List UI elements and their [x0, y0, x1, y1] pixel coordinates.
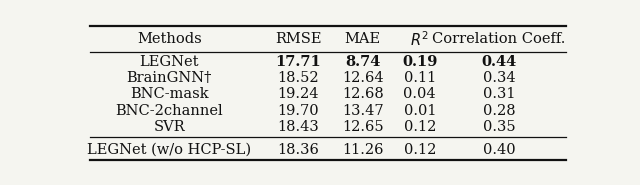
- Text: 0.40: 0.40: [483, 143, 515, 157]
- Text: BrainGNN†: BrainGNN†: [127, 71, 212, 85]
- Text: 17.71: 17.71: [275, 55, 321, 69]
- Text: 13.47: 13.47: [342, 104, 383, 118]
- Text: Methods: Methods: [137, 32, 202, 46]
- Text: 11.26: 11.26: [342, 143, 383, 157]
- Text: $R^2$: $R^2$: [410, 30, 429, 49]
- Text: 12.65: 12.65: [342, 120, 383, 134]
- Text: LEGNet: LEGNet: [140, 55, 199, 69]
- Text: 0.31: 0.31: [483, 88, 515, 101]
- Text: 0.34: 0.34: [483, 71, 515, 85]
- Text: 0.11: 0.11: [404, 71, 436, 85]
- Text: 0.12: 0.12: [404, 143, 436, 157]
- Text: BNC-2channel: BNC-2channel: [115, 104, 223, 118]
- Text: 18.52: 18.52: [277, 71, 319, 85]
- Text: Correlation Coeff.: Correlation Coeff.: [433, 32, 566, 46]
- Text: 8.74: 8.74: [345, 55, 380, 69]
- Text: 19.70: 19.70: [277, 104, 319, 118]
- Text: 0.35: 0.35: [483, 120, 515, 134]
- Text: SVR: SVR: [154, 120, 185, 134]
- Text: LEGNet (w/o HCP-SL): LEGNet (w/o HCP-SL): [87, 143, 252, 157]
- Text: 18.36: 18.36: [277, 143, 319, 157]
- Text: 19.24: 19.24: [278, 88, 319, 101]
- Text: 12.68: 12.68: [342, 88, 383, 101]
- Text: 18.43: 18.43: [277, 120, 319, 134]
- Text: BNC-mask: BNC-mask: [130, 88, 209, 101]
- Text: 0.19: 0.19: [402, 55, 438, 69]
- Text: 12.64: 12.64: [342, 71, 383, 85]
- Text: 0.01: 0.01: [403, 104, 436, 118]
- Text: 0.12: 0.12: [404, 120, 436, 134]
- Text: 0.28: 0.28: [483, 104, 515, 118]
- Text: RMSE: RMSE: [275, 32, 321, 46]
- Text: 0.04: 0.04: [403, 88, 436, 101]
- Text: MAE: MAE: [345, 32, 381, 46]
- Text: 0.44: 0.44: [481, 55, 516, 69]
